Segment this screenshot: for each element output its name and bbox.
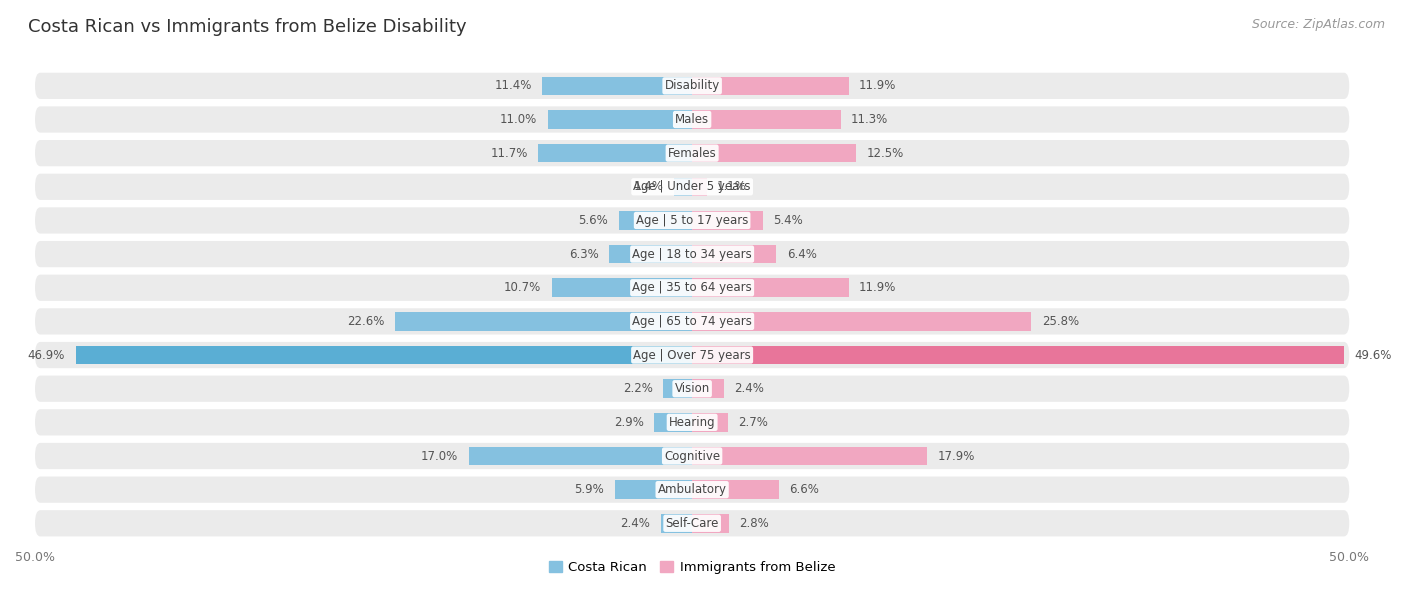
Text: Source: ZipAtlas.com: Source: ZipAtlas.com [1251,18,1385,31]
FancyBboxPatch shape [35,207,1350,234]
Bar [692,480,779,499]
Text: 6.6%: 6.6% [789,483,820,496]
Text: Cognitive: Cognitive [664,449,720,463]
Bar [664,379,692,398]
FancyBboxPatch shape [35,174,1350,200]
Bar [692,379,724,398]
Text: 17.9%: 17.9% [938,449,976,463]
Text: 49.6%: 49.6% [1354,349,1392,362]
Text: Costa Rican vs Immigrants from Belize Disability: Costa Rican vs Immigrants from Belize Di… [28,18,467,36]
FancyBboxPatch shape [35,275,1350,301]
Text: Disability: Disability [665,80,720,92]
Bar [692,413,728,431]
FancyBboxPatch shape [35,241,1350,267]
Text: Age | Over 75 years: Age | Over 75 years [633,349,751,362]
FancyBboxPatch shape [35,510,1350,537]
Text: 11.9%: 11.9% [859,80,897,92]
Bar [692,144,856,162]
FancyBboxPatch shape [35,308,1350,335]
Text: 11.3%: 11.3% [851,113,889,126]
Bar [661,514,692,532]
Text: 1.4%: 1.4% [633,181,664,193]
FancyBboxPatch shape [35,106,1350,133]
Text: Ambulatory: Ambulatory [658,483,727,496]
Text: Males: Males [675,113,709,126]
Text: 25.8%: 25.8% [1042,315,1078,328]
Bar [551,278,692,297]
Bar [692,177,707,196]
Text: 2.4%: 2.4% [734,382,763,395]
FancyBboxPatch shape [35,342,1350,368]
Bar [692,76,849,95]
FancyBboxPatch shape [35,409,1350,436]
Bar [692,245,776,263]
FancyBboxPatch shape [35,73,1350,99]
Text: Age | 35 to 64 years: Age | 35 to 64 years [633,282,752,294]
FancyBboxPatch shape [35,376,1350,402]
Text: Age | Under 5 years: Age | Under 5 years [633,181,751,193]
Bar [543,76,692,95]
Bar [395,312,692,330]
Bar [609,245,692,263]
Bar [538,144,692,162]
Bar [692,447,928,465]
FancyBboxPatch shape [35,140,1350,166]
Text: 10.7%: 10.7% [503,282,541,294]
Text: 6.3%: 6.3% [569,248,599,261]
Text: 6.4%: 6.4% [787,248,817,261]
Bar [692,312,1031,330]
Legend: Costa Rican, Immigrants from Belize: Costa Rican, Immigrants from Belize [543,556,841,580]
Bar [692,514,728,532]
Text: 5.4%: 5.4% [773,214,803,227]
Bar [692,110,841,129]
Text: 11.9%: 11.9% [859,282,897,294]
Text: 2.7%: 2.7% [738,416,768,429]
Text: 2.8%: 2.8% [740,517,769,530]
Text: 12.5%: 12.5% [868,147,904,160]
FancyBboxPatch shape [35,477,1350,503]
Text: 5.9%: 5.9% [574,483,605,496]
Text: 2.4%: 2.4% [620,517,650,530]
Text: Age | 65 to 74 years: Age | 65 to 74 years [633,315,752,328]
Text: Females: Females [668,147,717,160]
Text: 11.0%: 11.0% [499,113,537,126]
FancyBboxPatch shape [35,443,1350,469]
Bar [692,278,849,297]
Bar [692,211,763,230]
Bar [468,447,692,465]
Bar [673,177,692,196]
Bar [692,346,1344,364]
Bar [619,211,692,230]
Text: 17.0%: 17.0% [420,449,458,463]
Text: Self-Care: Self-Care [665,517,718,530]
Text: 2.2%: 2.2% [623,382,652,395]
Bar [614,480,692,499]
Text: 2.9%: 2.9% [613,416,644,429]
Text: 11.4%: 11.4% [495,80,531,92]
Text: 1.1%: 1.1% [717,181,747,193]
Text: Vision: Vision [675,382,710,395]
Text: Age | 18 to 34 years: Age | 18 to 34 years [633,248,752,261]
Text: 46.9%: 46.9% [28,349,65,362]
Text: 5.6%: 5.6% [578,214,607,227]
Text: 22.6%: 22.6% [347,315,385,328]
Bar [76,346,692,364]
Text: Hearing: Hearing [669,416,716,429]
Text: 11.7%: 11.7% [491,147,527,160]
Bar [654,413,692,431]
Text: Age | 5 to 17 years: Age | 5 to 17 years [636,214,748,227]
Bar [547,110,692,129]
